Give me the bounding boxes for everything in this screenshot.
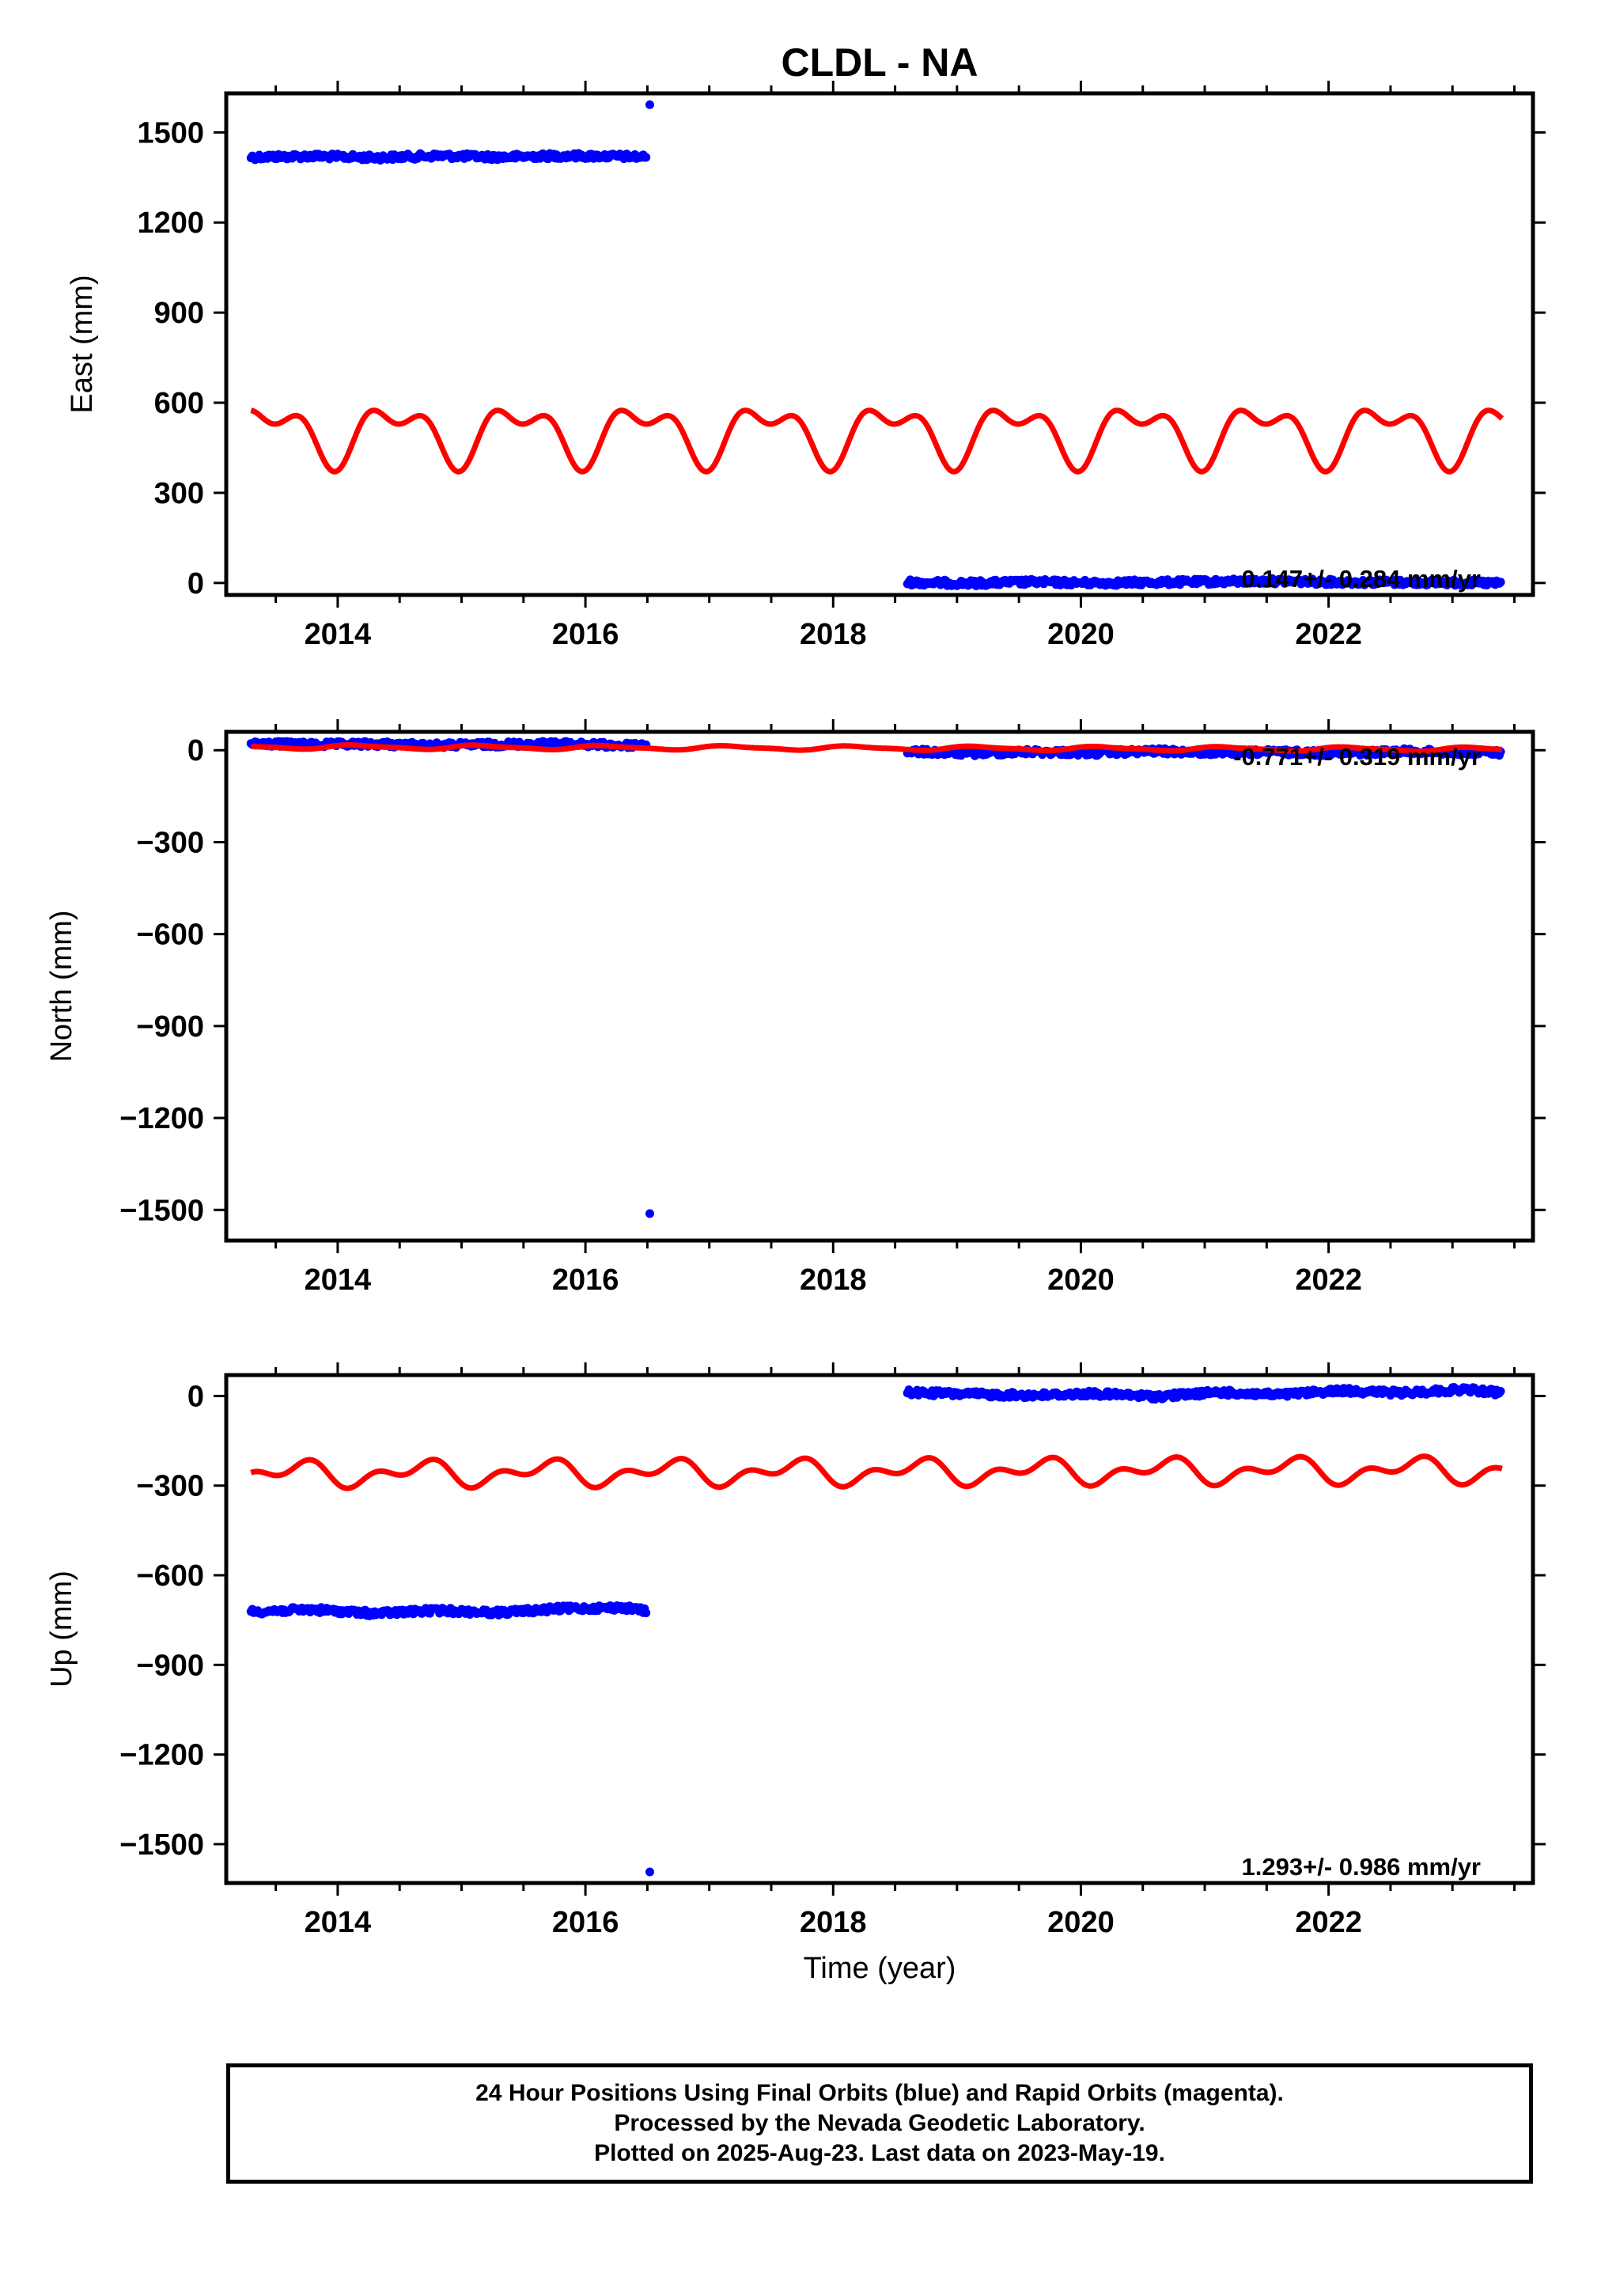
east-data-point bbox=[642, 153, 651, 162]
east-model-line bbox=[249, 407, 1504, 475]
up-y-tick-label: −900 bbox=[136, 1649, 204, 1682]
up-rate-label: 1.293+/- 0.986 mm/yr bbox=[1242, 1853, 1481, 1881]
east-x-tick-label: 2014 bbox=[305, 618, 372, 651]
up-y-tick-label: 0 bbox=[187, 1380, 204, 1413]
east-y-tick-label: 1200 bbox=[137, 206, 204, 240]
north-x-tick-label: 2014 bbox=[305, 1264, 372, 1297]
north-x-tick-label: 2016 bbox=[552, 1264, 619, 1297]
up-x-tick-label: 2016 bbox=[552, 1906, 619, 1939]
north-y-tick-label: 0 bbox=[187, 734, 204, 767]
up-y-tick-label: −300 bbox=[136, 1470, 204, 1503]
chart-title: CLDL - NA bbox=[781, 40, 978, 85]
east-y-tick-label: 600 bbox=[154, 387, 204, 420]
north-x-tick-label: 2022 bbox=[1295, 1264, 1362, 1297]
east-y-tick-label: 0 bbox=[187, 567, 204, 601]
east-data bbox=[246, 100, 1505, 590]
east-frame bbox=[224, 91, 1535, 597]
up-y-axis-label: Up (mm) bbox=[45, 1570, 78, 1688]
east-data-point bbox=[1496, 578, 1505, 587]
up-y-tick-label: −600 bbox=[136, 1559, 204, 1593]
north-y-tick-label: −600 bbox=[136, 919, 204, 952]
east-x-tick-label: 2018 bbox=[800, 618, 867, 651]
north-x-tick-label: 2018 bbox=[800, 1264, 867, 1297]
east-y-axis-label: East (mm) bbox=[66, 275, 99, 413]
x-axis-label: Time (year) bbox=[804, 1952, 956, 1985]
up-data-point bbox=[1496, 1387, 1505, 1396]
footer-line-1: 24 Hour Positions Using Final Orbits (bl… bbox=[475, 2080, 1284, 2106]
up-x-tick-label: 2018 bbox=[800, 1906, 867, 1939]
north-y-axis-label: North (mm) bbox=[45, 910, 78, 1062]
north-y-tick-label: −900 bbox=[136, 1010, 204, 1044]
up-model-line bbox=[249, 1453, 1504, 1491]
up-x-tick-label: 2020 bbox=[1047, 1906, 1115, 1939]
up-y-tick-label: −1200 bbox=[119, 1739, 204, 1772]
footer-line-2: Processed by the Nevada Geodetic Laborat… bbox=[614, 2110, 1145, 2136]
east-y-tick-label: 900 bbox=[154, 297, 204, 330]
north-outlier-point bbox=[645, 1209, 654, 1218]
north-y-tick-label: −300 bbox=[136, 826, 204, 859]
footer-line-3: Plotted on 2025-Aug-23. Last data on 202… bbox=[594, 2140, 1165, 2166]
panel-east: 2014 2016 2018 2020 2022 0 300 600 900 1200 1500 Ea… bbox=[66, 81, 1546, 651]
panel-up: 2014 2016 2018 2020 2022 0 −300 −600 −900 −1200 −1… bbox=[45, 1362, 1546, 1939]
up-data bbox=[246, 1383, 1505, 1877]
panel-north: 2014 2016 2018 2020 2022 0 −300 −600 −900 −1200 −1… bbox=[45, 719, 1546, 1297]
north-frame bbox=[224, 729, 1535, 1243]
footer-box: 24 Hour Positions Using Final Orbits (bl… bbox=[226, 2063, 1533, 2184]
up-outlier-point bbox=[645, 1867, 654, 1877]
up-frame bbox=[224, 1373, 1535, 1885]
east-y-tick-label: 300 bbox=[154, 477, 204, 510]
east-x-tick-label: 2016 bbox=[552, 618, 619, 651]
north-y-tick-label: −1200 bbox=[119, 1102, 204, 1135]
north-model-line bbox=[249, 742, 1504, 755]
east-x-tick-label: 2022 bbox=[1295, 618, 1362, 651]
up-x-tick-label: 2014 bbox=[305, 1906, 372, 1939]
up-y-tick-label: −1500 bbox=[119, 1828, 204, 1862]
north-y-tick-label: −1500 bbox=[119, 1194, 204, 1227]
north-data bbox=[246, 737, 1505, 1218]
east-rate-label: 0.147+/- 0.284 mm/yr bbox=[1242, 565, 1481, 593]
east-x-tick-label: 2020 bbox=[1047, 618, 1115, 651]
up-x-tick-label: 2022 bbox=[1295, 1906, 1362, 1939]
north-rate-label: -0.771+/- 0.319 mm/yr bbox=[1233, 743, 1481, 771]
east-y-tick-label: 1500 bbox=[137, 116, 204, 150]
east-outlier-point bbox=[645, 100, 654, 109]
north-x-tick-label: 2020 bbox=[1047, 1264, 1115, 1297]
up-data-point bbox=[642, 1608, 651, 1618]
